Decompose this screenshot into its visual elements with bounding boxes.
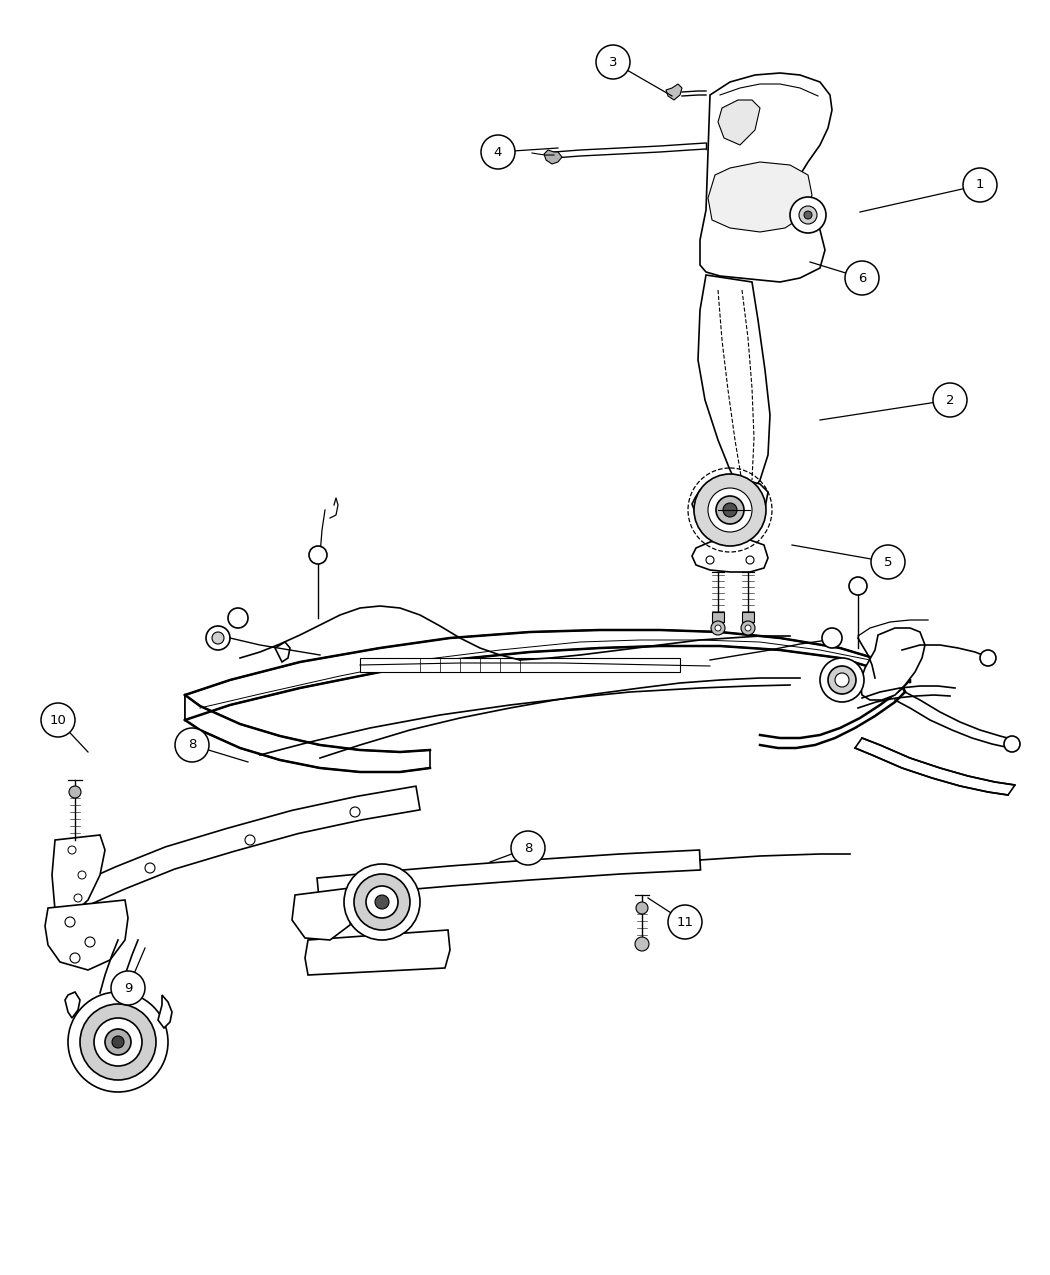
Circle shape <box>354 873 410 929</box>
Text: 4: 4 <box>494 145 502 158</box>
Polygon shape <box>698 275 770 500</box>
Circle shape <box>872 544 905 579</box>
Circle shape <box>41 703 75 737</box>
Circle shape <box>228 608 248 629</box>
Circle shape <box>111 972 145 1005</box>
Circle shape <box>309 546 327 564</box>
Text: 10: 10 <box>49 714 66 727</box>
Polygon shape <box>158 994 172 1028</box>
Polygon shape <box>544 150 562 164</box>
Polygon shape <box>292 887 354 940</box>
Polygon shape <box>708 162 812 232</box>
Polygon shape <box>860 629 925 700</box>
Polygon shape <box>65 992 80 1017</box>
Circle shape <box>716 496 744 524</box>
Circle shape <box>980 650 996 666</box>
Polygon shape <box>855 738 1015 796</box>
Text: 11: 11 <box>676 915 693 928</box>
Circle shape <box>708 488 752 532</box>
Circle shape <box>206 626 230 650</box>
Polygon shape <box>45 900 128 970</box>
Circle shape <box>74 894 82 901</box>
Text: 3: 3 <box>609 56 617 69</box>
Circle shape <box>596 45 630 79</box>
Circle shape <box>933 382 967 417</box>
Polygon shape <box>275 643 290 662</box>
Circle shape <box>105 1029 131 1054</box>
Text: 8: 8 <box>188 738 196 751</box>
Circle shape <box>804 210 812 219</box>
Circle shape <box>375 895 388 909</box>
Circle shape <box>366 886 398 918</box>
Circle shape <box>706 556 714 564</box>
Circle shape <box>746 625 751 631</box>
Text: 5: 5 <box>884 556 892 569</box>
Circle shape <box>723 504 737 516</box>
Text: 6: 6 <box>858 272 866 284</box>
Circle shape <box>635 937 649 951</box>
Circle shape <box>68 847 76 854</box>
Text: 1: 1 <box>975 179 984 191</box>
Circle shape <box>175 728 209 762</box>
Circle shape <box>790 198 826 233</box>
Polygon shape <box>77 787 420 907</box>
Circle shape <box>350 807 360 817</box>
Polygon shape <box>185 695 430 771</box>
Text: 2: 2 <box>946 394 954 407</box>
Circle shape <box>820 658 864 703</box>
Circle shape <box>68 992 168 1091</box>
Circle shape <box>746 556 754 564</box>
Polygon shape <box>360 658 680 672</box>
Circle shape <box>145 863 155 873</box>
Circle shape <box>80 1003 156 1080</box>
Circle shape <box>481 135 514 170</box>
Circle shape <box>799 207 817 224</box>
Polygon shape <box>52 835 105 915</box>
Circle shape <box>85 937 94 947</box>
Circle shape <box>711 621 724 635</box>
Circle shape <box>668 905 702 938</box>
Circle shape <box>963 168 997 201</box>
Circle shape <box>78 871 86 878</box>
Circle shape <box>835 673 849 687</box>
Text: 9: 9 <box>124 982 132 994</box>
Polygon shape <box>742 612 754 622</box>
Circle shape <box>849 578 867 595</box>
Circle shape <box>212 632 224 644</box>
Polygon shape <box>700 73 832 282</box>
Polygon shape <box>304 929 450 975</box>
Polygon shape <box>317 850 700 898</box>
Circle shape <box>94 1017 142 1066</box>
Polygon shape <box>692 538 768 572</box>
Circle shape <box>112 1037 124 1048</box>
Circle shape <box>694 474 766 546</box>
Polygon shape <box>666 84 683 99</box>
Circle shape <box>741 621 755 635</box>
Polygon shape <box>692 479 768 530</box>
Circle shape <box>344 864 420 940</box>
Polygon shape <box>718 99 760 145</box>
Circle shape <box>828 666 856 694</box>
Circle shape <box>845 261 879 295</box>
Circle shape <box>511 831 545 864</box>
Circle shape <box>69 785 81 798</box>
Circle shape <box>636 901 648 914</box>
Circle shape <box>245 835 255 845</box>
Circle shape <box>65 917 75 927</box>
Circle shape <box>1004 736 1020 752</box>
Circle shape <box>70 952 80 963</box>
Polygon shape <box>712 612 724 622</box>
Text: 8: 8 <box>524 842 532 854</box>
Circle shape <box>822 629 842 648</box>
Circle shape <box>715 625 721 631</box>
Polygon shape <box>185 630 905 720</box>
